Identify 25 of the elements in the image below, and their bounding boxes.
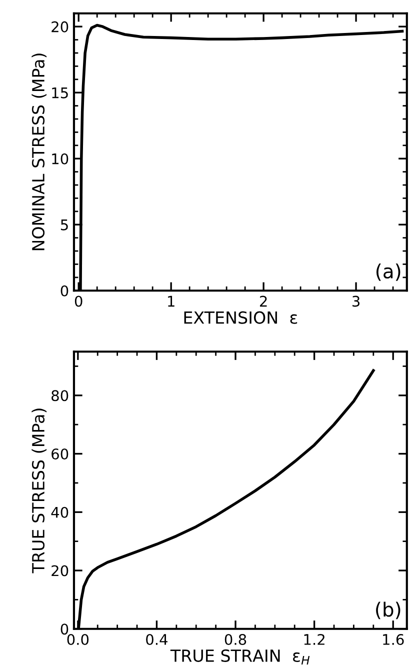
- y-tick-label: 60: [52, 448, 68, 460]
- x-axis-title: EXTENSION ε: [184, 311, 298, 324]
- y-axis-title: NOMINAL STRESS (MPa): [32, 54, 47, 250]
- x-tick-label: 0.4: [146, 634, 168, 646]
- x-tick-label: 0.8: [224, 634, 246, 646]
- y-tick-label: 0: [60, 285, 68, 296]
- y-tick-label: 20: [52, 21, 68, 32]
- y-tick-label: 20: [52, 565, 68, 576]
- y-tick-label: 80: [52, 390, 68, 402]
- annotation: (b): [376, 602, 400, 620]
- y-axis-title: TRUE STRESS (MPa): [32, 408, 47, 574]
- y-tick-label: 10: [52, 153, 68, 164]
- x-tick-label: 2: [260, 296, 267, 307]
- x-tick-label: 1.6: [383, 634, 404, 646]
- x-tick-label: 0: [74, 296, 82, 307]
- y-tick-label: 40: [51, 506, 68, 518]
- y-tick-label: 0: [60, 624, 68, 635]
- x-tick-label: 1.2: [304, 634, 324, 645]
- x-tick-label: 1: [168, 296, 174, 307]
- x-tick-label: 0.0: [67, 634, 89, 646]
- x-tick-label: 3: [352, 296, 360, 307]
- x-axis-title: TRUE STRAIN ε$_{H}$: [170, 649, 310, 664]
- annotation: (a): [376, 264, 400, 281]
- y-tick-label: 15: [52, 88, 68, 98]
- y-tick-label: 5: [60, 220, 68, 230]
